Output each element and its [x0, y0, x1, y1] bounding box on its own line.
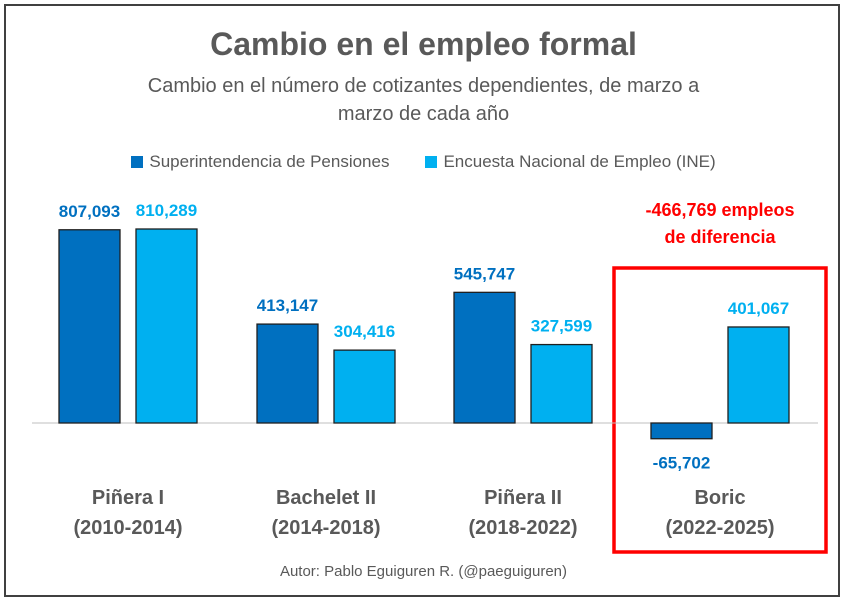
chart-title: Cambio en el empleo formal: [210, 26, 637, 62]
legend-item-superintendencia: Superintendencia de Pensiones: [131, 152, 389, 172]
category-label-3-line-2: (2018-2022): [469, 517, 578, 539]
highlight-box: [612, 266, 828, 554]
data-label-series1-1: 807,093: [59, 202, 120, 221]
bar-series1-2: [256, 323, 319, 424]
data-label-series2-4: 401,067: [728, 299, 789, 318]
chart-subtitle: Cambio en el número de cotizantes depend…: [100, 72, 747, 128]
category-label-3-line-1: Piñera II: [484, 487, 562, 509]
legend-item-ine: Encuesta Nacional de Empleo (INE): [425, 152, 716, 172]
bar-series1-4: [650, 422, 713, 440]
data-label-series2-3: 327,599: [531, 317, 592, 336]
bar-series2-4: [727, 326, 790, 424]
legend-label-superintendencia: Superintendencia de Pensiones: [149, 152, 390, 171]
bar-series1-3: [453, 291, 516, 424]
author-credit: Autor: Pablo Eguiguren R. (@paeguiguren): [279, 563, 568, 580]
bar-series1-1: [58, 229, 121, 424]
category-label-4-line-2: (2022-2025): [666, 517, 775, 539]
data-label-series1-4: -65,702: [653, 454, 711, 473]
data-label-series1-2: 413,147: [257, 296, 318, 315]
data-label-series1-3: 545,747: [454, 264, 515, 283]
category-label-2-line-2: (2014-2018): [272, 517, 381, 539]
subtitle-line-1: Cambio en el número de cotizantes depend…: [147, 75, 700, 97]
subtitle-line-2: marzo de cada año: [337, 103, 510, 125]
bar-series2-3: [530, 343, 593, 424]
legend-swatch-superintendencia: [131, 156, 144, 168]
data-label-series2-2: 304,416: [334, 322, 395, 341]
annotation-line-1: -466,769 empleos: [645, 200, 794, 220]
category-label-1-line-1: Piñera I: [92, 487, 164, 509]
data-label-series2-1: 810,289: [136, 201, 197, 220]
bar-series2-2: [333, 349, 396, 424]
legend-swatch-ine: [425, 156, 438, 168]
category-label-4-line-1: Boric: [694, 487, 745, 509]
legend-label-ine: Encuesta Nacional de Empleo (INE): [443, 152, 716, 171]
category-label-1-line-2: (2010-2014): [74, 517, 183, 539]
annotation-line-2: de diferencia: [664, 227, 776, 247]
legend: Superintendencia de Pensiones Encuesta N…: [0, 152, 847, 172]
bar-series2-1: [135, 228, 198, 424]
category-label-2-line-1: Bachelet II: [276, 487, 376, 509]
